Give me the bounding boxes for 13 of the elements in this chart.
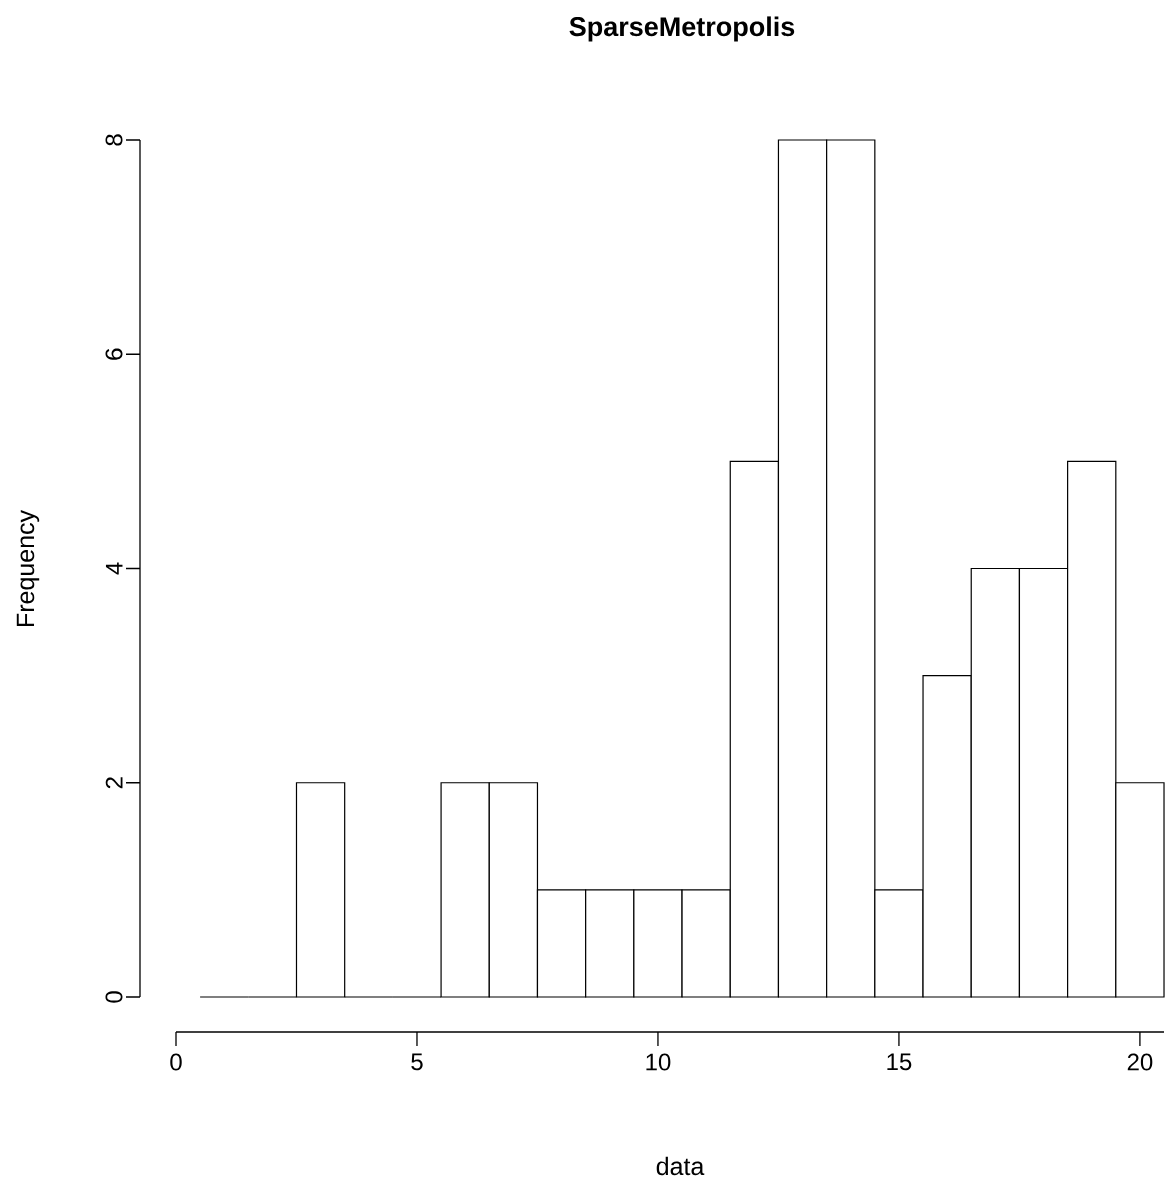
- y-tick-label: 0: [105, 991, 123, 1003]
- y-axis-title: Frequency: [16, 510, 40, 626]
- x-axis-title: data: [656, 1156, 705, 1176]
- x-tick-label: 10: [646, 1053, 671, 1071]
- y-tick-label: 2: [105, 777, 123, 789]
- x-tick-label: 5: [411, 1053, 423, 1071]
- y-tick-label: 8: [105, 134, 123, 146]
- chart-title: SparseMetropolis: [569, 16, 795, 42]
- x-tick-label: 20: [1127, 1053, 1153, 1071]
- y-tick-label: 6: [105, 348, 123, 360]
- x-tick-label: 15: [887, 1053, 912, 1071]
- y-tick-label: 4: [105, 562, 123, 575]
- x-tick-label: 0: [170, 1053, 182, 1071]
